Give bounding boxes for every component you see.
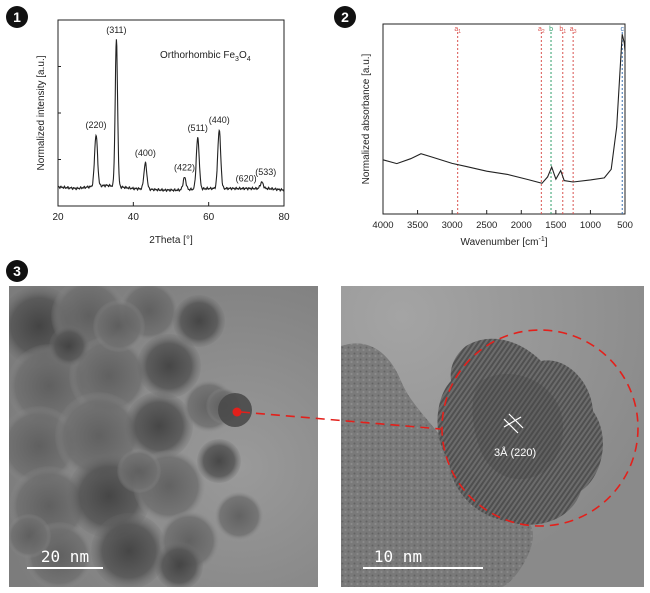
panel-badge-3: 3 — [6, 260, 28, 282]
ftir-chart: a1 a2 b b1 a3 c 4000 3500 3000 2500 2000 1500 1000 5… — [361, 23, 633, 248]
tem-low-mag-texture — [9, 286, 318, 587]
ftir-tick-label: 1500 — [545, 220, 566, 231]
xrd-ylabel: Normalized intensity [a.u.] — [36, 55, 47, 170]
xrd-tick-label: 40 — [128, 212, 140, 223]
selected-particle-dot — [232, 407, 242, 417]
ftir-axes — [382, 23, 626, 215]
xrd-tick-label: 80 — [278, 212, 290, 223]
scale-bar-10nm-line — [363, 567, 483, 569]
scale-bar-10nm-label: 10 nm — [373, 547, 423, 566]
nanoparticle-cluster — [215, 492, 263, 540]
nanoparticle-cluster — [117, 449, 161, 493]
nanoparticle-cluster — [197, 439, 241, 483]
nanoparticle-cluster — [173, 295, 225, 347]
ftir-reference-markers: a1 a2 b b1 a3 c — [454, 26, 624, 214]
ftir-spectrum-line — [382, 34, 626, 184]
tem-image-high-mag: 3Å (220) 10 nm — [341, 286, 644, 587]
panel-badge-2: 2 — [334, 6, 356, 28]
xrd-peak-label: (440) — [209, 115, 230, 125]
ftir-tick-label: 3500 — [407, 220, 428, 231]
ftir-xlabel: Wavenumber [cm-1] — [461, 236, 548, 248]
nanoparticle-cluster — [155, 542, 203, 587]
xrd-tick-label: 60 — [203, 212, 215, 223]
ftir-tick-label: 1000 — [580, 220, 601, 231]
xrd-tick-label: 20 — [52, 212, 64, 223]
ftir-marker-label: b1 — [559, 26, 566, 35]
tem-high-mag-texture: 3Å (220) — [341, 286, 644, 587]
ftir-marker-label: a2 — [538, 26, 545, 35]
nanoparticle-cluster — [9, 514, 51, 558]
ftir-tick-label: 3000 — [442, 220, 463, 231]
ftir-tick-label: 4000 — [372, 220, 393, 231]
scale-bar-10nm: 10 nm — [363, 547, 483, 569]
ftir-marker-label: a1 — [454, 26, 461, 35]
ftir-marker-label: b — [549, 26, 553, 33]
ftir-tick-label: 500 — [617, 220, 633, 231]
scale-bar-20nm-label: 20 nm — [40, 547, 90, 566]
xrd-x-ticks: 20 40 60 80 — [52, 66, 290, 223]
xrd-peak-label: (533) — [255, 167, 276, 177]
panel-badge-1: 1 — [6, 6, 28, 28]
zoom-connector-line — [240, 411, 442, 430]
ftir-marker-label: a3 — [570, 26, 577, 35]
ftir-marker-label: c — [620, 26, 624, 33]
scale-bar-20nm-line — [27, 567, 103, 569]
xrd-peak-label: (311) — [106, 25, 126, 35]
xrd-peak-labels: (220) (311) (400) (422) (511)(440) (620)(533) — [86, 25, 277, 184]
lattice-spacing-marker — [503, 413, 524, 434]
xrd-xlabel: 2Theta [°] — [149, 235, 193, 246]
nanoparticle-cluster — [91, 513, 167, 587]
scale-bar-20nm: 20 nm — [27, 547, 103, 569]
tem-image-low-mag: 20 nm — [9, 286, 318, 587]
xrd-peak-label: (422) — [174, 162, 195, 172]
lattice-spacing-label: 3Å (220) — [494, 446, 536, 459]
ftir-tick-label: 2000 — [511, 220, 532, 231]
nanoparticle-cluster — [49, 326, 89, 366]
xrd-peak-label: (511) — [188, 123, 208, 133]
nanoparticle-cluster — [93, 300, 145, 352]
ftir-tick-label: 2500 — [476, 220, 497, 231]
xrd-peak-label: (220) — [86, 120, 107, 130]
xrd-chart: 20 40 60 80 (220)(311)(400)(422)(511)(440)(… — [36, 19, 290, 246]
xrd-peak-label: (400) — [135, 148, 156, 158]
nanoparticle-cluster — [125, 392, 193, 460]
ftir-ylabel: Normalized absorbance [a.u.] — [361, 53, 372, 184]
xrd-title: Orthorhombic Fe3O4 — [160, 50, 251, 63]
ftir-x-ticks: 4000 3500 3000 2500 2000 1500 1000 500 — [372, 210, 633, 231]
xrd-pattern-line — [57, 39, 285, 193]
xrd-peak-label: (620) — [236, 174, 257, 184]
nanoparticle-cluster — [137, 334, 201, 398]
highlight-circle — [441, 329, 639, 527]
